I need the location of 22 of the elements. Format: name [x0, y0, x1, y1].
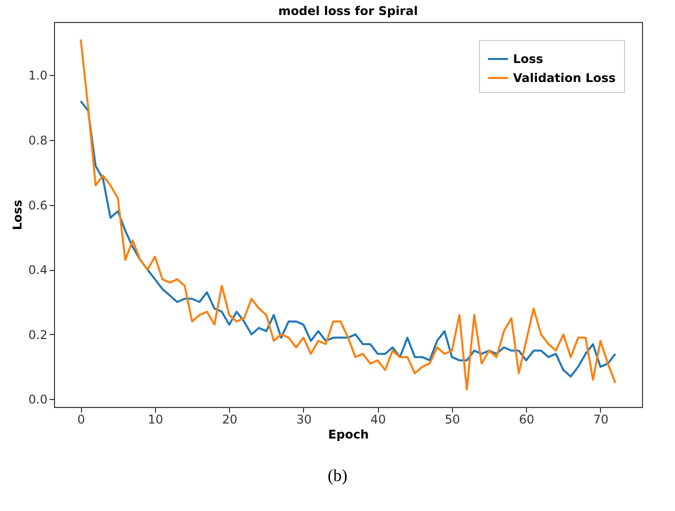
y-axis-title: Loss — [10, 200, 24, 230]
legend-label: Loss — [513, 52, 544, 66]
x-tick-label: 0 — [77, 412, 86, 426]
y-tick-label: 0.6 — [28, 198, 48, 212]
x-tick-label: 70 — [593, 412, 609, 426]
y-tick-label: 0.0 — [28, 392, 48, 407]
x-tick-label: 60 — [519, 412, 534, 426]
y-tick-label: 0.8 — [28, 133, 48, 148]
text: (b) — [326, 466, 348, 486]
line-series — [80, 38, 616, 390]
x-tick-label: 20 — [222, 412, 238, 426]
x-tick-label: 10 — [148, 412, 164, 426]
y-tick-label: 0.2 — [28, 328, 48, 342]
x-tick-label: 40 — [370, 412, 386, 426]
y-tick-label: 1.0 — [28, 68, 48, 83]
x-axis-title: Epoch — [328, 428, 369, 442]
line-series — [80, 100, 616, 378]
y-tick-label: 0.4 — [28, 263, 48, 278]
legend-label: Validation Loss — [513, 71, 616, 85]
x-tick-label: 50 — [444, 412, 460, 426]
chart-title: model loss for Spiral — [278, 4, 418, 18]
x-tick-label: 30 — [296, 412, 312, 426]
